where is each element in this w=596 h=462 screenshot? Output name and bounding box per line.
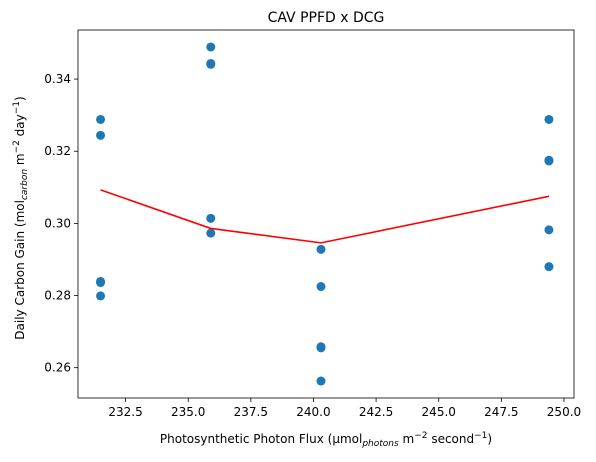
y-tick-label: 0.26 (44, 361, 71, 375)
x-tick-label: 240.0 (296, 405, 330, 419)
x-tick-label: 245.0 (422, 405, 456, 419)
data-point (96, 130, 106, 140)
data-point (544, 262, 554, 272)
data-point (544, 156, 554, 166)
data-point (316, 376, 326, 386)
x-axis-label: Photosynthetic Photon Flux (µmolphotons … (160, 431, 492, 449)
y-tick-label: 0.32 (44, 144, 71, 158)
y-tick-label: 0.30 (44, 216, 71, 230)
data-point (544, 225, 554, 235)
data-point (316, 244, 326, 254)
data-point (96, 114, 106, 124)
x-tick-label: 232.5 (108, 405, 142, 419)
data-point (206, 42, 216, 52)
data-point (206, 228, 216, 238)
data-point (316, 343, 326, 353)
x-tick-label: 247.5 (484, 405, 518, 419)
data-point (96, 278, 106, 288)
data-point (316, 282, 326, 292)
data-point (544, 114, 554, 124)
y-tick-label: 0.34 (44, 72, 71, 86)
y-axis-label: Daily Carbon Gain (molcarbon m−2 day−1) (12, 96, 30, 339)
x-tick-label: 250.0 (547, 405, 581, 419)
trend-line (100, 189, 550, 244)
data-point (96, 291, 106, 301)
plot-area: 232.5 235.0 237.5 240.0 242.5 245.0 247.5 250.0… (44, 29, 581, 419)
axes-frame (77, 29, 575, 399)
x-tick-label: 235.0 (171, 405, 205, 419)
y-tick-label: 0.28 (44, 289, 71, 303)
data-point (206, 213, 216, 223)
data-point (206, 59, 216, 69)
x-tick-label: 237.5 (234, 405, 268, 419)
chart-title: CAV PPFD x DCG (268, 10, 385, 26)
x-tick-label: 242.5 (359, 405, 393, 419)
